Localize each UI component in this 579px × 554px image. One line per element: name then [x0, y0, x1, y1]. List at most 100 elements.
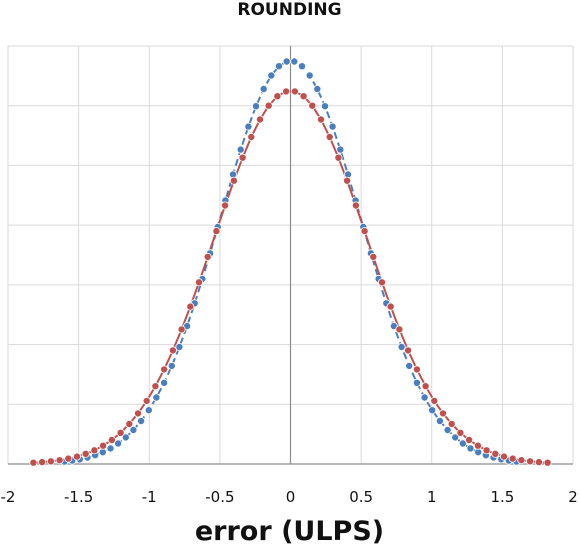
series-1-point [308, 101, 317, 110]
series-0-point [466, 444, 475, 453]
series-0-point [106, 444, 115, 453]
series-0-point [290, 57, 299, 66]
series-1-point [491, 449, 500, 458]
series-1-point [99, 441, 108, 450]
series-1-point [395, 325, 404, 334]
series-0-point [451, 433, 460, 442]
series-0-point [167, 361, 176, 370]
series-1-point [38, 458, 47, 467]
series-0-point [313, 85, 322, 94]
x-tick-label: 1 [427, 488, 437, 506]
series-0-point [405, 361, 414, 370]
series-1-point [282, 87, 291, 96]
series-0-point [267, 71, 276, 80]
series-0-point [121, 433, 130, 442]
series-0-point [274, 62, 283, 71]
series-1-point [377, 278, 386, 287]
x-tick-label: 2 [568, 488, 578, 506]
series-1-point [203, 252, 212, 261]
chart-title: ROUNDING [237, 0, 342, 20]
series-1-point [421, 382, 430, 391]
series-1-point [334, 153, 343, 162]
series-1-point [438, 409, 447, 418]
series-0-point [251, 102, 260, 111]
series-0-point [412, 378, 421, 387]
series-1-point [186, 302, 195, 311]
series-1-point [316, 115, 325, 124]
series-1-point [29, 458, 38, 467]
series-1-point [151, 382, 160, 391]
series-1-point [412, 365, 421, 374]
series-0-point [282, 57, 291, 66]
series-0-point [320, 102, 329, 111]
series-layer [29, 57, 552, 467]
series-1-point [212, 227, 221, 236]
series-0-point [160, 378, 169, 387]
series-0-point [336, 145, 345, 154]
series-1-point [351, 201, 360, 210]
series-0-point [397, 342, 406, 351]
series-1-point [473, 441, 482, 450]
series-0-point [175, 342, 184, 351]
series-1-point [81, 449, 90, 458]
series-1-point [221, 201, 230, 210]
series-1-point [168, 346, 177, 355]
series-1-point [255, 115, 264, 124]
series-1-point [543, 458, 552, 467]
series-1-point [238, 153, 247, 162]
series-1-point [116, 428, 125, 437]
series-0-point [435, 416, 444, 425]
series-1-point [369, 252, 378, 261]
series-1-point [273, 92, 282, 101]
series-0-point [297, 62, 306, 71]
series-1-point [142, 396, 151, 405]
x-tick-label: -1.5 [64, 488, 93, 506]
series-1-point [299, 92, 308, 101]
series-1-point [534, 458, 543, 467]
x-tick-labels: -2 -1.5 -1 -0.5 0 0.5 1 1.5 2 [1, 488, 578, 506]
series-0-point [114, 439, 123, 448]
series-1-point [247, 132, 256, 141]
series-1-point [325, 132, 334, 141]
series-0-point [420, 393, 429, 402]
series-0-point [458, 439, 467, 448]
series-0-point [236, 145, 245, 154]
series-1-point [456, 428, 465, 437]
series-1-point [447, 419, 456, 428]
series-1-point [465, 435, 474, 444]
series-1-point [55, 456, 64, 465]
series-1-point [343, 176, 352, 185]
series-1-point [107, 435, 116, 444]
x-tick-label: -1 [142, 488, 157, 506]
series-1-point [46, 457, 55, 466]
series-0-point [259, 85, 268, 94]
series-1-point [360, 227, 369, 236]
x-tick-label: 0 [286, 488, 296, 506]
series-1-point [133, 409, 142, 418]
series-1-point [386, 302, 395, 311]
series-1-point [194, 278, 203, 287]
series-1-point [517, 456, 526, 465]
series-0-point [428, 406, 437, 415]
series-1-point [508, 454, 517, 463]
series-1-point [290, 87, 299, 96]
series-1-point [526, 457, 535, 466]
series-0-point [137, 416, 146, 425]
axes [8, 46, 573, 465]
series-1-point [64, 454, 73, 463]
x-axis-label: error (ULPS) [194, 516, 385, 547]
series-0-point [305, 71, 314, 80]
x-tick-label: -0.5 [205, 488, 234, 506]
series-0-point [328, 122, 337, 131]
series-1-point [264, 101, 273, 110]
series-1-point [430, 396, 439, 405]
series-1-point [125, 419, 134, 428]
series-1-point [90, 446, 99, 455]
x-tick-label: -2 [1, 488, 16, 506]
series-0-point [244, 122, 253, 131]
series-0-point [443, 425, 452, 434]
plot-area: -2 -1.5 -1 -0.5 0 0.5 1 1.5 2 [1, 45, 578, 506]
series-0-point [144, 406, 153, 415]
series-1-point [229, 176, 238, 185]
series-1-point [73, 452, 82, 461]
